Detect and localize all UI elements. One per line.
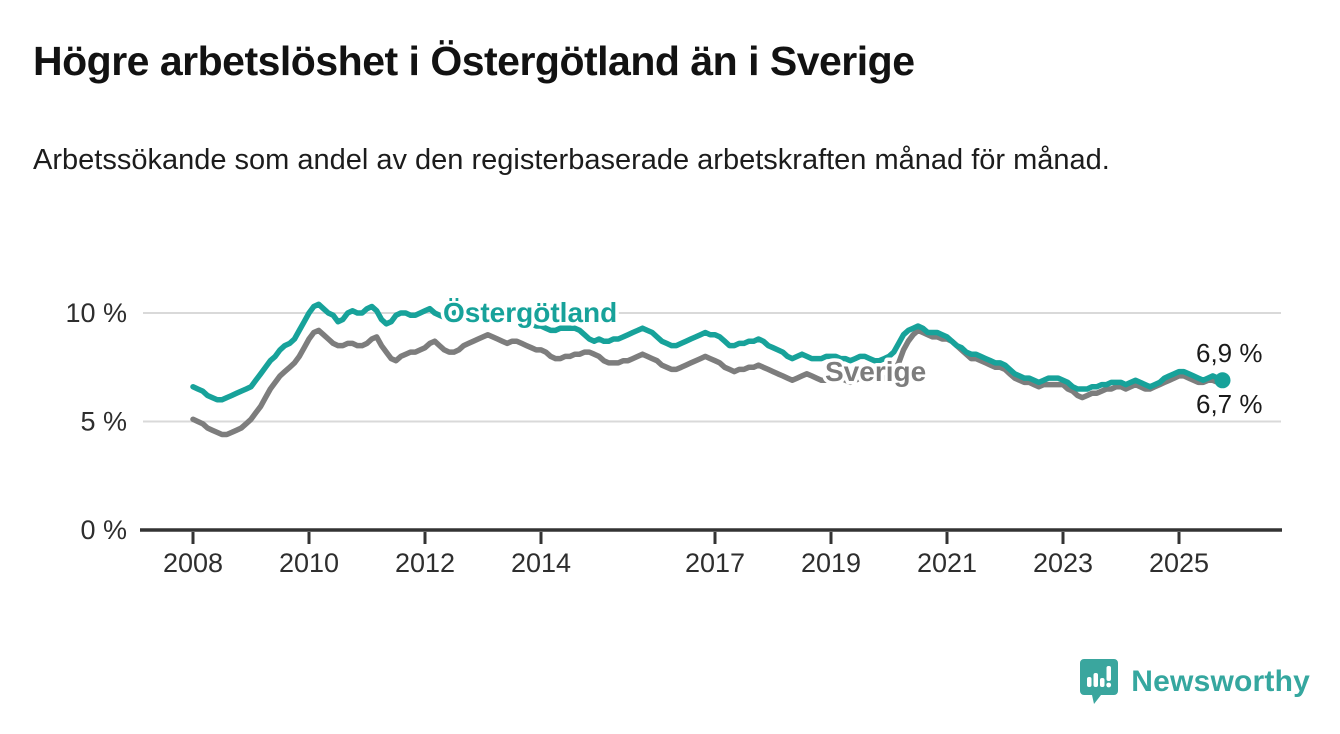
x-axis-label: 2014 (511, 548, 571, 578)
series-end-label-östergötland: 6,9 % (1196, 338, 1263, 368)
x-axis-label: 2021 (917, 548, 977, 578)
y-axis-label: 0 % (80, 515, 127, 545)
x-axis-label: 2025 (1149, 548, 1209, 578)
line-chart: 0 % 5 % 10 % 2008 2010 2012 2014 2017 2019 2021 20… (65, 294, 1282, 578)
series-line-östergötland (190, 301, 1226, 403)
newsworthy-brand: Newsworthy (1079, 658, 1310, 706)
newsworthy-logo-text: Newsworthy (1131, 665, 1310, 698)
chart-subtitle: Arbetssökande som andel av den registerb… (33, 144, 1110, 176)
y-axis-label: 10 % (65, 298, 127, 328)
chart-title: Högre arbetslöshet i Östergötland än i S… (33, 38, 915, 84)
series-label-östergötland: Östergötland (443, 297, 617, 328)
x-axis-label: 2008 (163, 548, 223, 578)
y-axis-label: 5 % (80, 407, 127, 437)
series-label-sverige: Sverige (825, 356, 926, 387)
x-axis-label: 2019 (801, 548, 861, 578)
series-end-dot (1214, 372, 1231, 389)
series-end-label-sverige: 6,7 % (1196, 389, 1263, 419)
series-line-sverige (190, 327, 1226, 438)
x-axis-label: 2017 (685, 548, 745, 578)
x-axis-label: 2023 (1033, 548, 1093, 578)
x-axis-label: 2010 (279, 548, 339, 578)
newsworthy-logo-icon (1080, 659, 1119, 704)
x-axis-label: 2012 (395, 548, 455, 578)
